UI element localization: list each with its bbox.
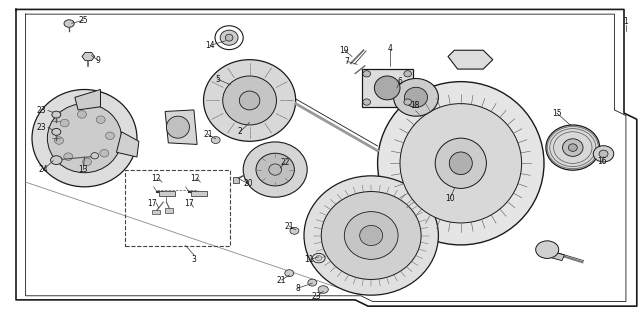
Ellipse shape	[318, 286, 328, 293]
Ellipse shape	[64, 20, 74, 27]
Text: 17: 17	[147, 199, 157, 208]
Ellipse shape	[204, 60, 296, 141]
Ellipse shape	[344, 212, 398, 259]
Polygon shape	[75, 89, 100, 110]
Text: 9: 9	[95, 56, 100, 65]
Ellipse shape	[223, 76, 276, 125]
Ellipse shape	[599, 150, 608, 158]
Text: 7: 7	[344, 57, 349, 66]
Text: 4: 4	[388, 44, 393, 53]
Polygon shape	[362, 69, 413, 107]
Text: 16: 16	[596, 157, 607, 166]
Text: 19: 19	[339, 46, 349, 55]
Polygon shape	[82, 52, 95, 61]
Text: 25: 25	[78, 16, 88, 25]
Ellipse shape	[64, 153, 73, 160]
Bar	[233, 177, 239, 183]
Text: 23: 23	[312, 292, 322, 301]
Ellipse shape	[269, 164, 282, 175]
Bar	[191, 191, 207, 196]
Text: 18: 18	[410, 101, 419, 110]
Ellipse shape	[400, 104, 522, 223]
Ellipse shape	[166, 116, 189, 138]
Ellipse shape	[378, 82, 544, 245]
Bar	[165, 208, 173, 213]
Ellipse shape	[316, 256, 322, 261]
Text: 11: 11	[304, 256, 313, 264]
Ellipse shape	[321, 192, 421, 279]
Text: 13: 13	[78, 165, 88, 174]
Ellipse shape	[593, 146, 614, 162]
Text: 12: 12	[190, 175, 199, 183]
Text: 15: 15	[552, 109, 562, 117]
Ellipse shape	[404, 87, 428, 107]
Ellipse shape	[256, 153, 294, 186]
Text: 23: 23	[36, 106, 47, 115]
Polygon shape	[165, 110, 197, 144]
Text: 24: 24	[38, 165, 49, 174]
Ellipse shape	[239, 91, 260, 110]
Ellipse shape	[308, 279, 317, 286]
Text: 1: 1	[623, 18, 628, 26]
Text: 3: 3	[191, 255, 196, 263]
Bar	[159, 191, 175, 196]
Polygon shape	[550, 252, 564, 261]
Text: 6: 6	[397, 77, 403, 86]
Ellipse shape	[290, 227, 299, 234]
Ellipse shape	[52, 111, 61, 118]
Ellipse shape	[360, 225, 383, 246]
Text: 12: 12	[152, 175, 161, 183]
Ellipse shape	[211, 137, 220, 143]
Ellipse shape	[60, 119, 69, 127]
Text: 21: 21	[277, 276, 286, 284]
Text: 8: 8	[295, 284, 300, 293]
Text: 23: 23	[36, 123, 47, 132]
Polygon shape	[448, 50, 493, 69]
Ellipse shape	[374, 76, 400, 100]
Ellipse shape	[435, 138, 486, 188]
Ellipse shape	[220, 30, 238, 45]
Ellipse shape	[96, 116, 105, 123]
Ellipse shape	[563, 139, 583, 156]
Ellipse shape	[225, 34, 233, 41]
Text: 2: 2	[237, 127, 243, 136]
Text: 5: 5	[215, 75, 220, 84]
Ellipse shape	[100, 149, 109, 157]
Text: 22: 22	[280, 158, 289, 167]
Ellipse shape	[285, 270, 294, 277]
Text: 20: 20	[243, 179, 253, 188]
Polygon shape	[116, 132, 139, 157]
Ellipse shape	[449, 152, 472, 175]
Ellipse shape	[536, 241, 559, 258]
Ellipse shape	[304, 176, 438, 295]
Text: 10: 10	[445, 194, 455, 203]
Ellipse shape	[363, 99, 371, 105]
Ellipse shape	[32, 89, 137, 187]
Ellipse shape	[106, 132, 115, 139]
Ellipse shape	[77, 111, 86, 118]
Ellipse shape	[47, 104, 122, 173]
Ellipse shape	[546, 125, 600, 170]
Text: 17: 17	[184, 199, 194, 208]
Ellipse shape	[83, 158, 92, 166]
Text: 21: 21	[204, 130, 212, 139]
Text: 14: 14	[205, 41, 215, 50]
Text: 21: 21	[285, 222, 294, 230]
Bar	[152, 210, 160, 214]
Ellipse shape	[363, 71, 371, 77]
Ellipse shape	[52, 128, 61, 135]
Ellipse shape	[54, 137, 63, 144]
Ellipse shape	[394, 78, 438, 116]
Ellipse shape	[243, 142, 307, 197]
Ellipse shape	[404, 99, 412, 105]
Ellipse shape	[404, 71, 412, 77]
Ellipse shape	[91, 153, 99, 159]
Ellipse shape	[51, 156, 62, 165]
Ellipse shape	[568, 144, 577, 151]
